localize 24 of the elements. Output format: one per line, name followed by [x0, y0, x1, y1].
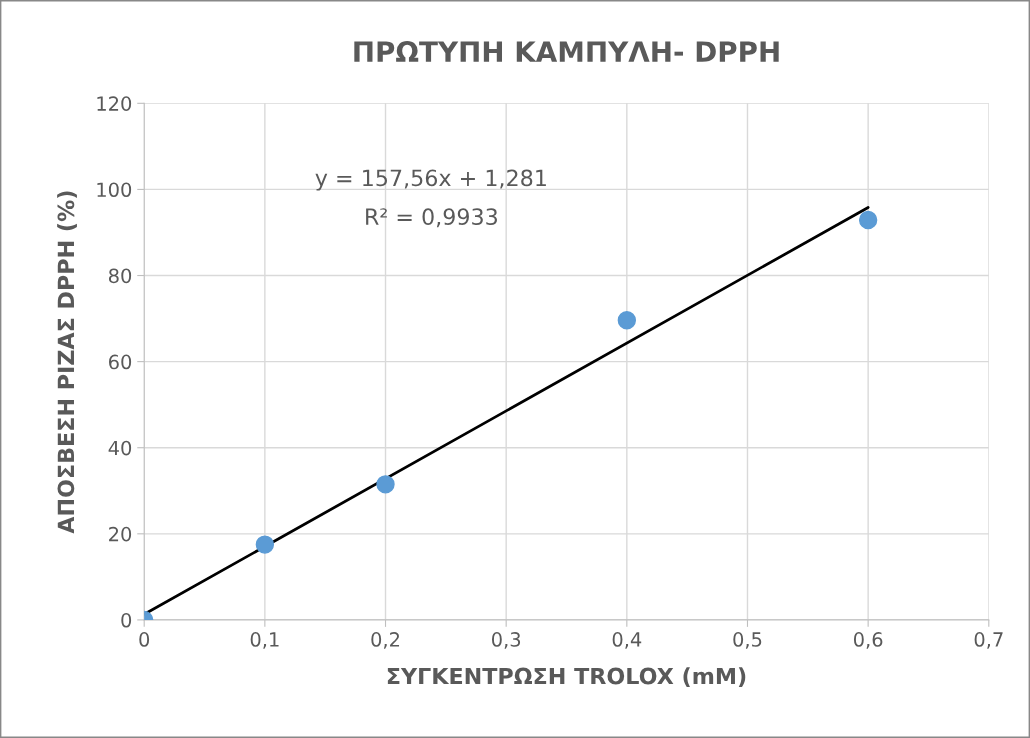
- y-tick-label: 40: [108, 440, 132, 456]
- annotation: R² = 0,9933: [366, 208, 498, 228]
- x-tick-label: 0,4: [612, 632, 642, 649]
- point: [858, 210, 878, 230]
- y-tick-label: 0: [121, 612, 132, 628]
- x-tick-label: 0,5: [733, 632, 762, 649]
- annotation: y = 157,56x + 1,281: [315, 169, 546, 191]
- y-tick-label: 80: [108, 268, 132, 284]
- x-tick-label: 0,3: [491, 632, 521, 649]
- point: [376, 475, 395, 494]
- x-axis-title: ΣΥΓΚΕΝΤΡΩΣΗ TROLOX (mM): [387, 667, 746, 688]
- y-tick-label: 20: [109, 526, 132, 542]
- y-tick-label: 120: [97, 96, 132, 111]
- x-tick-label: 0,1: [250, 632, 279, 649]
- y-tick-label: 100: [97, 182, 132, 198]
- x-tick-label: 0,6: [853, 632, 883, 649]
- point: [617, 311, 637, 330]
- chart-title: ΠΡΩΤΥΠΗ ΚΑΜΠΥΛΗ- DPPH: [354, 41, 779, 62]
- y-tick-label: 60: [109, 354, 132, 370]
- point: [255, 535, 275, 554]
- x-tick-label: 0,7: [974, 632, 1003, 649]
- x-tick-label: 0: [139, 632, 150, 647]
- x-tick-label: 0,2: [371, 632, 400, 649]
- y-axis-title: ΑΠΟΣΒΕΣΗ ΡΙΖΑΣ DPPH (%): [57, 191, 77, 534]
